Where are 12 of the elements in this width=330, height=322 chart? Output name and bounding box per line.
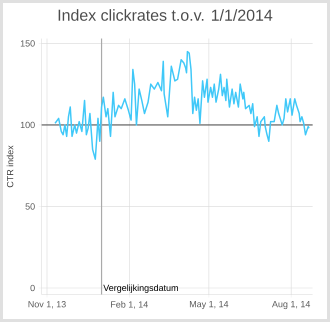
x-tick-label: Feb 1, 14: [111, 301, 148, 309]
x-tick-label: Nov 1, 13: [28, 301, 66, 308]
y-tick-label: 150: [20, 40, 35, 47]
chart-title: Index clickrates t.o.v. 1/1/2014: [58, 9, 272, 21]
y-tick-label: 0: [30, 284, 35, 292]
x-tick-label: Aug 1, 14: [272, 301, 310, 310]
x-tick-label: May 1, 14: [190, 301, 228, 310]
y-tick-label: 100: [20, 122, 35, 128]
y-tick-label: 50: [26, 203, 35, 210]
line-series: [54, 50, 310, 160]
y-axis-title: CTR index: [6, 145, 14, 188]
ref-line-label: Vergelijkingsdatum: [103, 284, 178, 293]
